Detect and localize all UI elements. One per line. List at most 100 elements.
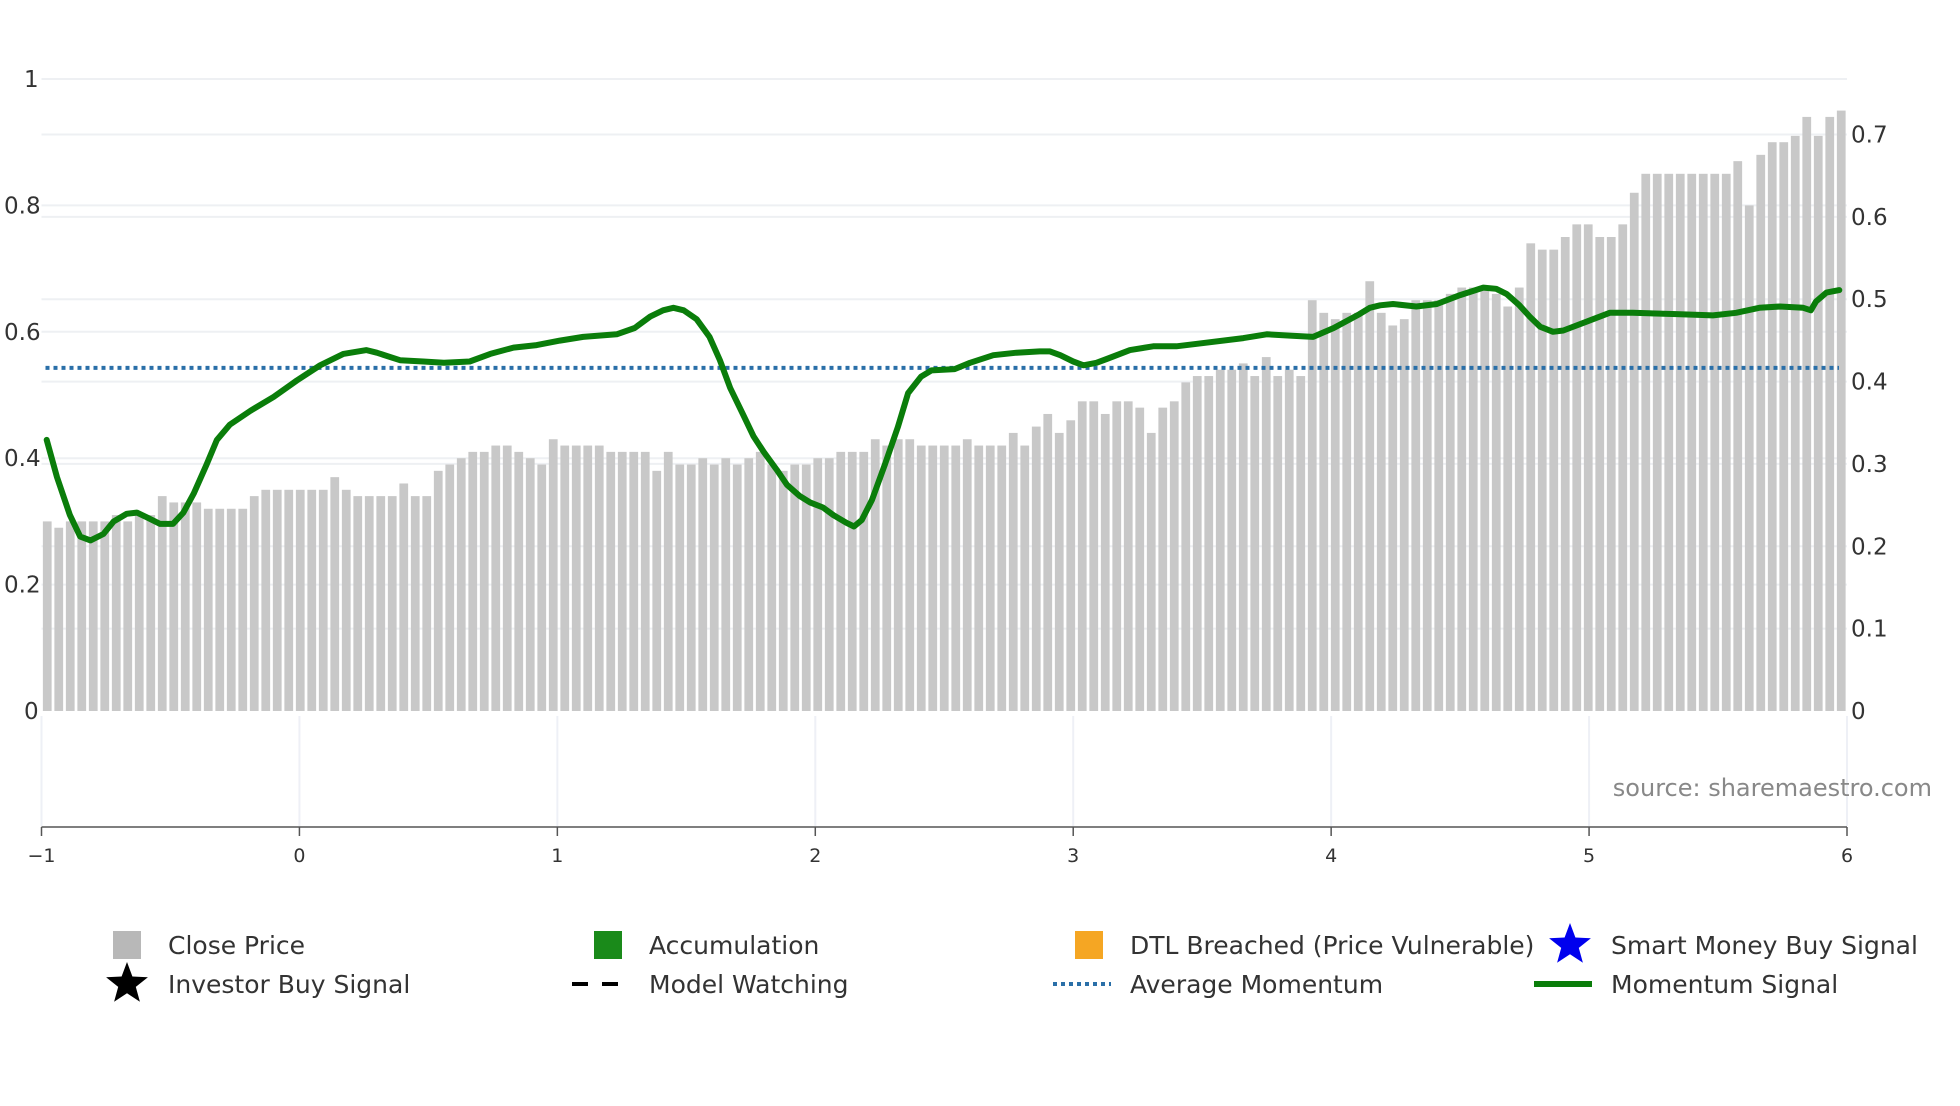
legend-label: DTL Breached (Price Vulnerable) xyxy=(1130,931,1534,960)
close-price-bar xyxy=(1411,300,1421,711)
close-price-bar xyxy=(1353,312,1363,711)
close-price-bar xyxy=(985,445,995,711)
y-right-tick-label: 0.5 xyxy=(1851,287,1888,313)
close-price-bars xyxy=(42,110,1846,712)
close-price-bar xyxy=(997,445,1007,711)
close-price-bar xyxy=(1802,116,1812,712)
close-price-bar xyxy=(813,458,823,711)
close-price-bar xyxy=(1135,407,1145,711)
legend-item: Average Momentum xyxy=(1053,970,1383,999)
close-price-bar xyxy=(261,489,271,711)
close-price-bar xyxy=(1192,376,1202,711)
close-price-bar xyxy=(1641,173,1651,712)
close-price-bar xyxy=(203,508,213,711)
close-price-bar xyxy=(146,515,156,711)
close-price-bar xyxy=(617,451,627,711)
close-price-bar xyxy=(1422,300,1432,711)
right-y-axis: 0 0.1 0.2 0.3 0.4 0.5 0.6 0.7 xyxy=(1851,123,1888,726)
close-price-bar xyxy=(640,451,650,711)
close-price-bar xyxy=(169,502,179,711)
close-price-bar xyxy=(882,445,892,711)
close-price-bar xyxy=(663,451,673,711)
close-price-bar xyxy=(1675,173,1685,712)
close-price-bar xyxy=(675,464,685,711)
x-tick-label: −1 xyxy=(27,845,55,867)
y-left-tick-label: 1 xyxy=(24,67,39,93)
legend-label: Close Price xyxy=(168,931,305,960)
close-price-bar xyxy=(364,496,374,711)
close-price-bar xyxy=(594,445,604,711)
close-price-bar xyxy=(1767,142,1777,711)
close-price-bar xyxy=(548,439,558,711)
close-price-bar xyxy=(1480,287,1490,711)
close-price-bar xyxy=(330,477,340,711)
close-price-bar xyxy=(249,496,259,711)
close-price-bar xyxy=(111,515,121,711)
close-price-bar xyxy=(1606,237,1616,711)
close-price-bar xyxy=(1169,401,1179,711)
close-price-bar xyxy=(525,458,535,711)
close-price-bar xyxy=(824,458,834,711)
legend-label: Momentum Signal xyxy=(1611,970,1838,999)
close-price-bar xyxy=(767,464,777,711)
close-price-bar xyxy=(1710,173,1720,712)
x-tick-label: 6 xyxy=(1841,845,1853,867)
star-icon xyxy=(106,962,148,1002)
close-price-bar xyxy=(1204,376,1214,711)
close-price-bar xyxy=(916,445,926,711)
close-price-bar xyxy=(1790,135,1800,711)
close-price-bar xyxy=(1526,243,1536,711)
legend-item: Smart Money Buy Signal xyxy=(1549,923,1918,963)
x-tick-label: 5 xyxy=(1583,845,1595,867)
close-price-bar xyxy=(859,451,869,711)
close-price-bar xyxy=(1825,116,1835,712)
close-price-bar xyxy=(1158,407,1168,711)
y-right-tick-label: 0.2 xyxy=(1851,534,1888,560)
close-price-bar xyxy=(583,445,593,711)
y-left-tick-label: 0.2 xyxy=(4,573,41,599)
close-price-bar xyxy=(1227,369,1237,711)
close-price-bar xyxy=(1687,173,1697,712)
close-price-bar xyxy=(54,527,64,711)
close-price-bar xyxy=(836,451,846,711)
close-price-bar xyxy=(1664,173,1674,712)
legend-label: Average Momentum xyxy=(1130,970,1383,999)
y-right-tick-label: 0.6 xyxy=(1851,205,1888,231)
close-price-bar xyxy=(1123,401,1133,711)
close-price-bar xyxy=(318,489,328,711)
close-price-bar xyxy=(755,451,765,711)
close-price-bar xyxy=(1112,401,1122,711)
close-price-bar xyxy=(491,445,501,711)
close-price-bar xyxy=(962,439,972,711)
close-price-bar xyxy=(732,464,742,711)
close-price-bar xyxy=(1721,173,1731,712)
square-swatch-icon xyxy=(594,931,622,959)
close-price-bar xyxy=(1733,161,1743,711)
x-tick-label: 1 xyxy=(551,845,563,867)
legend-item: Momentum Signal xyxy=(1534,970,1838,999)
close-price-bar xyxy=(1181,382,1191,711)
close-price-bar xyxy=(744,458,754,711)
close-price-bar xyxy=(238,508,248,711)
legend-item: Close Price xyxy=(113,931,305,960)
close-price-bar xyxy=(1273,376,1283,711)
close-price-bar xyxy=(1629,192,1639,711)
close-price-bar xyxy=(1399,319,1409,711)
close-price-bar xyxy=(1008,432,1018,711)
close-price-bar xyxy=(1054,432,1064,711)
close-price-bar xyxy=(456,458,466,711)
momentum-signal-line xyxy=(43,284,1843,544)
close-price-bar xyxy=(1296,376,1306,711)
close-price-bar xyxy=(721,458,731,711)
y-left-tick-label: 0.4 xyxy=(4,446,41,472)
close-price-bar xyxy=(1388,325,1398,711)
close-price-bar xyxy=(157,496,167,711)
close-price-bar xyxy=(606,451,616,711)
close-price-bar xyxy=(1756,154,1766,712)
close-price-bar xyxy=(514,451,524,711)
y-right-tick-label: 0.3 xyxy=(1851,452,1888,478)
y-left-tick-label: 0.6 xyxy=(4,320,41,346)
y-left-tick-label: 0 xyxy=(24,699,39,725)
close-price-bar xyxy=(686,464,696,711)
close-price-bar xyxy=(1572,224,1582,712)
